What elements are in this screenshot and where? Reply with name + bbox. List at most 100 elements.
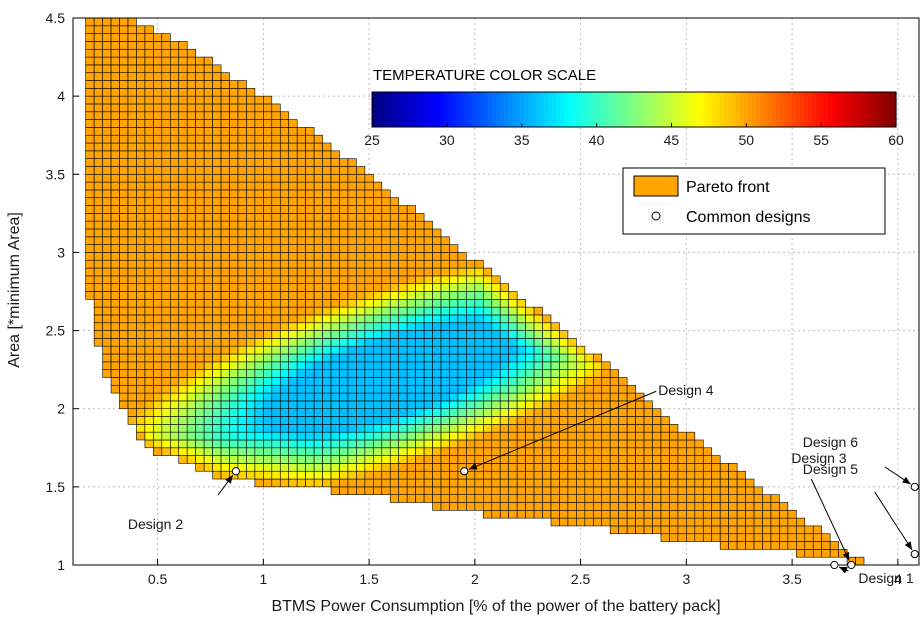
heatmap-cell — [406, 447, 416, 456]
heatmap-cell — [770, 509, 780, 519]
heatmap-cell — [313, 377, 323, 386]
heatmap-cell — [271, 197, 281, 206]
heatmap-cell — [330, 486, 340, 495]
heatmap-cell — [85, 111, 95, 120]
heatmap-cell — [296, 189, 306, 199]
heatmap-cell — [127, 377, 137, 386]
colorbar-segment — [540, 92, 545, 127]
heatmap-cell — [491, 392, 501, 402]
heatmap-cell — [533, 392, 543, 402]
colorbar-tick-label: 60 — [888, 132, 904, 148]
heatmap-cell — [356, 283, 366, 292]
heatmap-cell — [229, 111, 239, 120]
heatmap-cell — [203, 56, 213, 66]
heatmap-cell — [499, 463, 509, 472]
colorbar-segment — [572, 92, 577, 127]
heatmap-cell — [203, 220, 213, 230]
heatmap-cell — [220, 220, 230, 230]
heatmap-cell — [93, 197, 103, 206]
heatmap-cell — [491, 369, 501, 378]
heatmap-cell — [736, 494, 746, 503]
heatmap-cell — [229, 314, 239, 324]
heatmap-cell — [483, 494, 493, 503]
heatmap-cell — [195, 252, 205, 261]
heatmap-cell — [449, 252, 459, 261]
heatmap-cell — [119, 252, 129, 261]
heatmap-cell — [271, 166, 281, 175]
heatmap-cell — [246, 252, 256, 261]
heatmap-cell — [432, 291, 442, 300]
heatmap-cell — [601, 400, 611, 410]
heatmap-cell — [195, 181, 205, 191]
heatmap-cell — [855, 556, 865, 566]
heatmap-cell — [246, 338, 256, 347]
heatmap-cell — [288, 392, 298, 402]
heatmap-cell — [212, 369, 222, 378]
heatmap-cell — [186, 353, 196, 363]
heatmap-cell — [271, 291, 281, 300]
heatmap-cell — [423, 486, 433, 495]
heatmap-cell — [271, 416, 281, 425]
heatmap-cell — [102, 181, 112, 191]
heatmap-cell — [203, 275, 213, 284]
heatmap-cell — [237, 259, 247, 269]
y-tick-label: 4 — [57, 88, 65, 104]
heatmap-cell — [542, 509, 552, 519]
heatmap-cell — [415, 291, 425, 300]
colorbar-segment — [884, 92, 889, 127]
heatmap-cell — [212, 408, 222, 417]
heatmap-cell — [305, 283, 315, 292]
heatmap-cell — [415, 299, 425, 308]
heatmap-cell — [525, 400, 535, 410]
heatmap-cell — [322, 275, 332, 284]
heatmap-cell — [271, 455, 281, 464]
heatmap-cell — [195, 236, 205, 245]
heatmap-cell — [279, 416, 290, 425]
heatmap-cell — [296, 291, 306, 300]
heatmap-cell — [356, 236, 366, 245]
heatmap-cell — [533, 494, 543, 503]
heatmap-cell — [499, 306, 509, 316]
heatmap-cell — [559, 463, 569, 472]
heatmap-cell — [178, 384, 188, 394]
heatmap-cell — [381, 431, 391, 441]
heatmap-cell — [559, 384, 569, 394]
heatmap-cell — [119, 158, 129, 167]
heatmap-cell — [635, 447, 645, 456]
heatmap-cell — [449, 502, 459, 511]
colorbar-segment — [772, 92, 777, 127]
heatmap-cell — [271, 252, 281, 261]
heatmap-cell — [296, 150, 306, 159]
heatmap-cell — [203, 259, 213, 269]
heatmap-cell — [356, 189, 366, 199]
heatmap-cell — [449, 486, 459, 495]
heatmap-cell — [102, 80, 112, 89]
heatmap-cell — [237, 166, 247, 175]
x-tick-label: 1.5 — [359, 571, 379, 587]
heatmap-cell — [161, 267, 171, 277]
heatmap-cell — [296, 127, 306, 136]
heatmap-cell — [263, 369, 273, 378]
heatmap-cell — [229, 377, 239, 386]
heatmap-cell — [609, 455, 619, 464]
heatmap-cell — [457, 377, 467, 386]
heatmap-cell — [195, 353, 205, 363]
heatmap-cell — [364, 205, 374, 214]
heatmap-cell — [186, 408, 196, 417]
heatmap-cell — [220, 119, 230, 128]
colorbar-segment — [548, 92, 553, 127]
heatmap-cell — [373, 197, 383, 206]
heatmap-cell — [711, 502, 721, 511]
heatmap-cell — [263, 345, 273, 355]
heatmap-cell — [339, 392, 349, 402]
heatmap-cell — [373, 369, 383, 378]
heatmap-cell — [499, 509, 509, 519]
heatmap-cell — [389, 314, 400, 324]
heatmap-cell — [271, 392, 281, 402]
heatmap-cell — [567, 416, 577, 425]
heatmap-cell — [178, 56, 188, 66]
heatmap-cell — [127, 41, 137, 50]
heatmap-cell — [178, 299, 188, 308]
heatmap-cell — [195, 455, 205, 464]
heatmap-cell — [161, 127, 171, 136]
